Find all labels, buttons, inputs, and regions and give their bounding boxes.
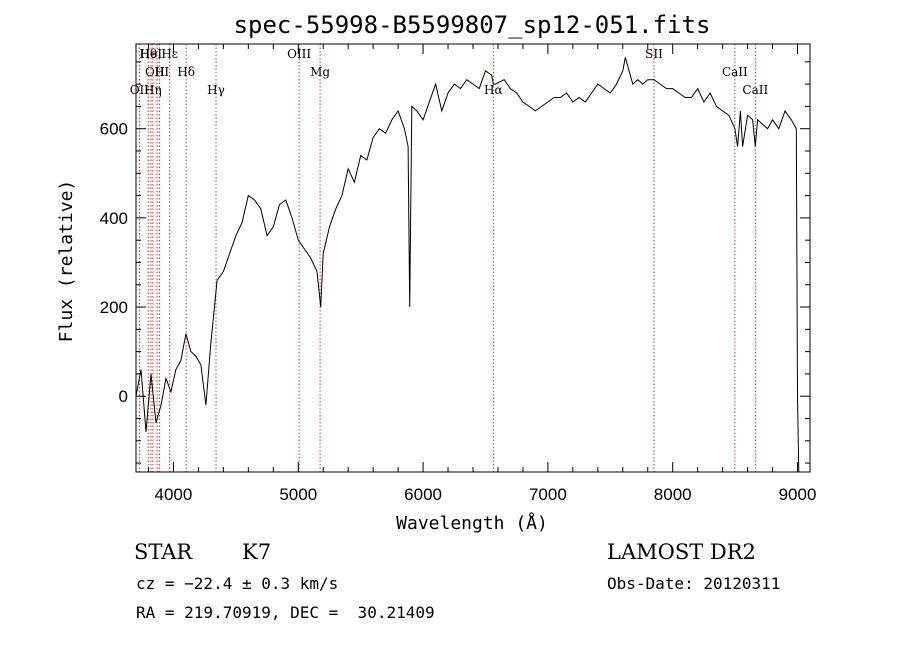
object-class: STAR — [134, 540, 193, 564]
line-marker-label: OIII — [145, 65, 169, 79]
spectrum-line — [135, 57, 800, 473]
line-marker-label: Hθ — [139, 47, 157, 61]
line-marker-label: HeI — [140, 47, 163, 61]
x-tick-label: 5000 — [279, 485, 317, 504]
line-marker-label: Hε — [161, 47, 178, 61]
x-tick-label: 4000 — [155, 485, 193, 504]
line-marker-label: H — [154, 65, 164, 79]
object-subclass: K7 — [242, 540, 272, 564]
line-marker-label: Hη — [144, 83, 162, 97]
line-marker-label: Hγ — [207, 83, 225, 97]
line-marker-label: CaII — [722, 65, 748, 79]
line-marker-label: Hα — [484, 83, 503, 97]
line-marker-label: SII — [645, 47, 663, 61]
y-tick-label: 600 — [100, 120, 128, 139]
line-marker-label: CaII — [742, 83, 768, 97]
spectrum-series — [135, 57, 800, 473]
x-tick-label: 7000 — [529, 485, 567, 504]
y-tick-label: 400 — [100, 209, 128, 228]
obs-date: Obs-Date: 20120311 — [607, 574, 781, 593]
chart-title: spec-55998-B5599807_sp12-051.fits — [234, 11, 711, 39]
y-axis-label: Flux (relative) — [56, 180, 77, 343]
plot-frame — [135, 43, 811, 473]
y-axis: 0 200 400 600 — [100, 61, 810, 464]
x-axis: 4000 5000 6000 7000 8000 9000 — [147, 44, 817, 504]
y-tick-label: 200 — [100, 298, 128, 317]
line-marker-label: Mg — [310, 65, 330, 79]
x-tick-label: 8000 — [654, 485, 692, 504]
x-tick-label: 9000 — [779, 485, 817, 504]
line-marker-label: Hδ — [177, 65, 195, 79]
redshift-cz: cz = −22.4 ± 0.3 km/s — [136, 574, 339, 593]
line-markers: Hθ H OII HeI OIII Hη Hε Hδ Hγ OIII Mg Hα SII CaII CaII — [130, 44, 768, 472]
line-marker-label: OIII — [287, 47, 311, 61]
line-marker-label: OII — [130, 83, 150, 97]
y-tick-label: 0 — [119, 387, 128, 406]
x-axis-label: Wavelength (Å) — [396, 512, 548, 534]
x-tick-label: 6000 — [404, 485, 442, 504]
coordinates: RA = 219.70919, DEC = 30.21409 — [136, 603, 435, 622]
survey-name: LAMOST DR2 — [607, 540, 756, 564]
